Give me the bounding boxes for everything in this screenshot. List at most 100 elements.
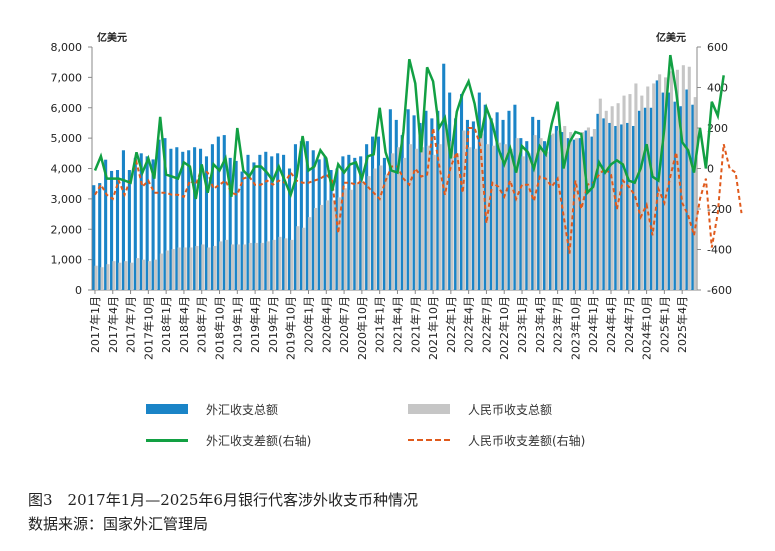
bar-rmb-total [580,132,585,290]
figure-caption: 图3 2017年1月—2025年6月银行代客涉外收支币种情况 [28,491,418,509]
right-tick-label: -600 [707,284,732,297]
bar-fx-total [371,136,375,290]
bar-rmb-total [634,83,638,290]
bar-rmb-total [652,83,656,290]
line-fx-balance [93,54,725,200]
bar-fx-total [359,156,363,290]
legend-label-fx-total: 外汇收支总额 [206,403,279,417]
bar-fx-total [252,162,256,290]
bar-rmb-total [189,247,193,290]
bar-fx-total [376,136,381,290]
bar-rmb-total [557,130,561,290]
bar-fx-total [537,119,541,291]
bar-rmb-total [468,147,472,290]
bar-rmb-total [124,261,128,290]
bar-fx-total [620,124,624,290]
bar-fx-total [151,159,155,290]
bar-fx-total [210,144,214,290]
bar-fx-total [489,118,493,290]
bar-fx-total [287,168,292,290]
left-tick-label: 4,000 [51,163,83,176]
x-tick-label: 2022年10月 [497,296,511,360]
bar-fx-total [661,92,665,290]
x-tick-label: 2023年10月 [568,296,582,360]
x-tick-label: 2018年1月 [159,296,173,353]
data-source: 数据来源：国家外汇管理局 [28,515,209,533]
bar-fx-total [145,156,149,290]
bar-fx-total [329,170,333,290]
bar-fx-total [412,115,416,290]
bar-fx-total [228,157,232,290]
x-tick-label: 2021年10月 [426,296,440,360]
bar-fx-total [454,118,458,290]
bar-fx-total [554,125,558,290]
bar-fx-total [566,138,570,290]
bar-rmb-total [94,265,98,290]
bar-rmb-total [112,261,116,290]
bar-rmb-total [272,239,276,290]
bar-fx-total [311,150,315,290]
bar-rmb-total [598,98,602,290]
bar-rmb-total [367,176,371,290]
x-tick-label: 2022年4月 [462,296,476,353]
x-tick-label: 2022年1月 [444,296,458,353]
bar-rmb-total [266,241,270,290]
bar-fx-total [382,157,386,290]
bar-rmb-total [379,165,383,290]
bar-fx-total [655,80,659,290]
bar-rmb-total [503,144,507,290]
bar-rmb-total [450,141,454,290]
bar-rmb-total [296,226,300,290]
right-tick-label: 600 [707,41,728,54]
bar-rmb-total [242,244,246,290]
bar-rmb-total [219,241,223,290]
bar-rmb-total [385,174,389,290]
bar-fx-total [98,183,102,290]
bar-rmb-total [408,144,413,290]
x-tick-label: 2021年7月 [408,296,422,353]
left-axis-unit: 亿美元 [97,33,127,44]
bar-rmb-total [373,168,377,290]
bar-rmb-total [444,124,448,290]
bar-fx-total [347,154,351,290]
bar-rmb-total [545,151,549,290]
legend-label-rmb-balance: 人民币收支差额(右轴) [468,434,586,448]
bar-rmb-total [551,133,555,290]
bar-fx-total [187,150,191,290]
bar-fx-total [121,150,125,290]
bar-rmb-total [314,207,318,290]
x-tick-label: 2023年7月 [551,296,565,353]
legend-label-fx-balance: 外汇收支差额(右轴) [206,434,312,448]
bar-fx-total [293,144,297,290]
bar-rmb-total [355,183,359,290]
bar-rmb-total [658,74,662,291]
bar-rmb-total [278,236,282,290]
bar-fx-total [133,157,137,290]
bar-rmb-total [343,188,347,290]
x-tick-label: 2020年10月 [355,296,369,360]
bar-rmb-total [195,245,199,290]
bar-rmb-total [165,250,169,290]
bar-rmb-total [254,242,258,290]
bar-rmb-total [521,156,525,290]
x-tick-label: 2023年1月 [515,296,529,353]
bar-rmb-total [100,267,104,290]
bar-rmb-total [147,261,152,290]
bar-rmb-total [509,148,513,290]
x-tick-label: 2019年4月 [248,296,262,353]
bar-rmb-total [225,239,229,290]
bar-rmb-total [213,245,217,290]
bar-rmb-total [397,147,401,290]
right-tick-label: 0 [707,163,714,176]
bar-rmb-total [539,138,543,290]
bar-fx-total [471,121,475,290]
bar-rmb-total [201,244,205,290]
bar-fx-total [584,130,588,290]
bar-fx-total [264,151,268,290]
bar-rmb-total [640,95,644,290]
bar-rmb-total [432,154,436,290]
bar-fx-total [234,160,238,290]
x-tick-label: 2019年10月 [284,296,298,360]
bar-fx-total [204,156,209,290]
left-tick-label: 3,000 [51,193,83,206]
